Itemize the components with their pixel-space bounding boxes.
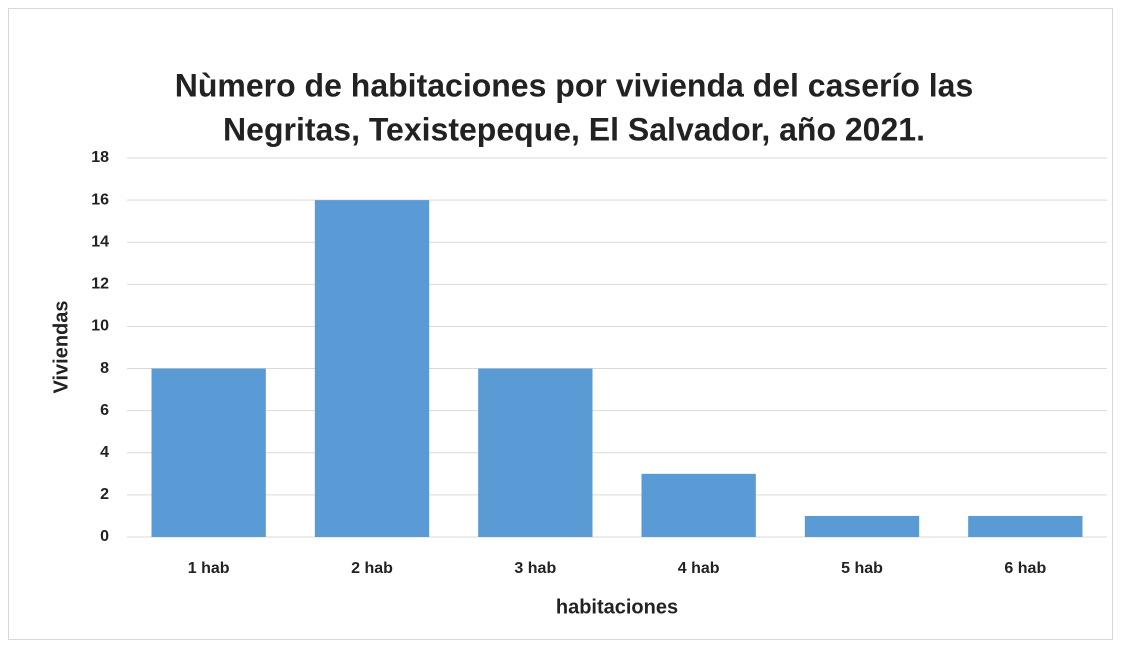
x-tick-label: 2 hab [351, 560, 393, 577]
chart-title: Nùmero de habitaciones por vivienda del … [175, 67, 974, 103]
bar [641, 473, 756, 537]
y-tick-label: 2 [100, 486, 109, 503]
x-tick-label: 5 hab [841, 560, 883, 577]
y-tick-label: 18 [91, 149, 109, 166]
x-tick-label: 6 hab [1004, 560, 1046, 577]
y-tick-label: 8 [100, 360, 109, 377]
y-axis-label: Viviendas [50, 300, 72, 393]
bar [804, 515, 920, 537]
y-tick-label: 14 [91, 233, 109, 250]
y-tick-label: 0 [100, 528, 109, 545]
chart-title: Negritas, Texistepeque, El Salvador, año… [223, 111, 925, 147]
bar [151, 368, 266, 537]
y-tick-label: 4 [100, 444, 109, 461]
y-tick-label: 10 [91, 318, 109, 335]
bar [314, 200, 430, 537]
y-tick-label: 16 [91, 191, 109, 208]
bar [968, 515, 1083, 537]
x-tick-label: 1 hab [188, 560, 230, 577]
bar [478, 368, 593, 537]
y-tick-label: 12 [91, 276, 109, 293]
x-tick-label: 3 hab [514, 560, 556, 577]
y-tick-label: 6 [100, 402, 109, 419]
x-tick-label: 4 hab [678, 560, 720, 577]
x-axis-label: habitaciones [556, 596, 678, 618]
